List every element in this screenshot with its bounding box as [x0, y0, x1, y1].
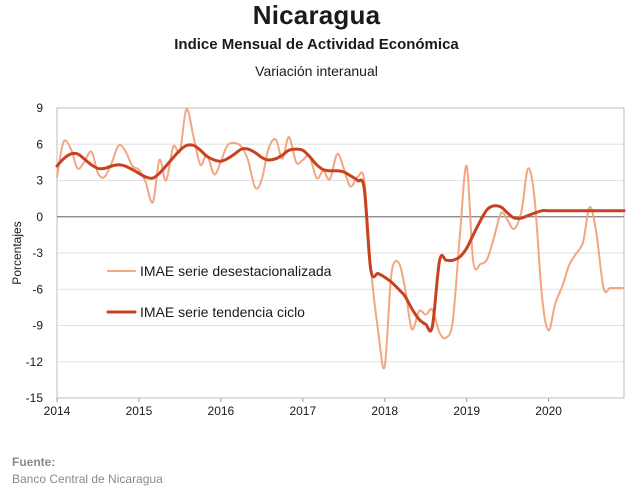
y-tick-label: -6 [32, 282, 43, 296]
x-tick-label: 2017 [289, 404, 316, 418]
legend-label: IMAE serie desestacionalizada [140, 263, 332, 279]
y-tick-label: -3 [32, 246, 43, 260]
source-text: Banco Central de Nicaragua [12, 472, 163, 486]
x-tick-label: 2018 [371, 404, 398, 418]
x-tick-label: 2019 [453, 404, 480, 418]
y-tick-label: -15 [26, 391, 44, 405]
y-tick-label: -9 [32, 319, 43, 333]
x-tick-label: 2014 [44, 404, 71, 418]
y-tick-label: 3 [36, 174, 43, 188]
plot-frame [56, 107, 625, 399]
chart-title: Nicaragua [252, 0, 381, 30]
x-tick-label: 2015 [126, 404, 153, 418]
x-tick-label: 2016 [208, 404, 235, 418]
x-tick-label: 2020 [535, 404, 562, 418]
chart-subtitle: Indice Mensual de Actividad Económica [174, 36, 459, 53]
legend-label: IMAE serie tendencia ciclo [140, 304, 305, 320]
chart-subtitle-secondary: Variación interanual [255, 63, 378, 79]
y-tick-label: -12 [26, 355, 44, 369]
y-axis-title: Porcentajes [10, 221, 24, 284]
y-tick-label: 6 [36, 137, 43, 151]
y-tick-label: 9 [36, 101, 43, 115]
source-label: Fuente: [12, 455, 56, 469]
series-line-desestacionalizada [56, 108, 625, 370]
y-tick-label: 0 [36, 210, 43, 224]
series-line-tendencia-ciclo [55, 143, 626, 333]
